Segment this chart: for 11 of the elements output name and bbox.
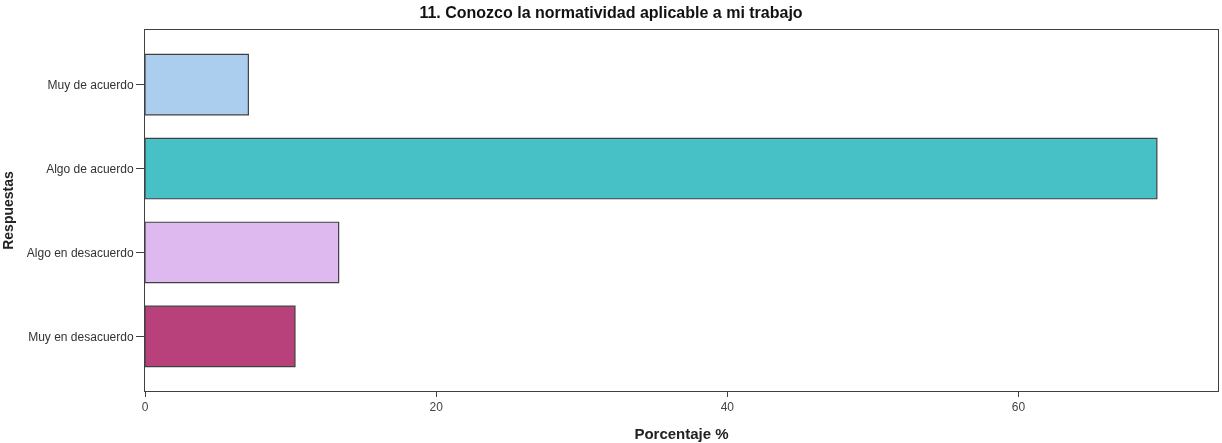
- x-tick-label: 60: [1011, 400, 1026, 415]
- x-tick-label: 0: [141, 400, 149, 415]
- x-tick-label: 20: [429, 400, 444, 415]
- y-tick-label: Muy en desacuerdo: [28, 329, 134, 344]
- x-axis-title: Porcentaje %: [634, 425, 729, 443]
- chart-title: 11. Conozco la normatividad aplicable a mi trabajo: [419, 3, 803, 21]
- x-tick-label: 40: [720, 400, 735, 415]
- y-tick-label: Algo de acuerdo: [46, 161, 134, 176]
- y-axis-title: Respuestas: [0, 170, 16, 250]
- y-tick-label: Algo en desacuerdo: [26, 245, 134, 260]
- y-tick-label: Muy de acuerdo: [47, 77, 134, 92]
